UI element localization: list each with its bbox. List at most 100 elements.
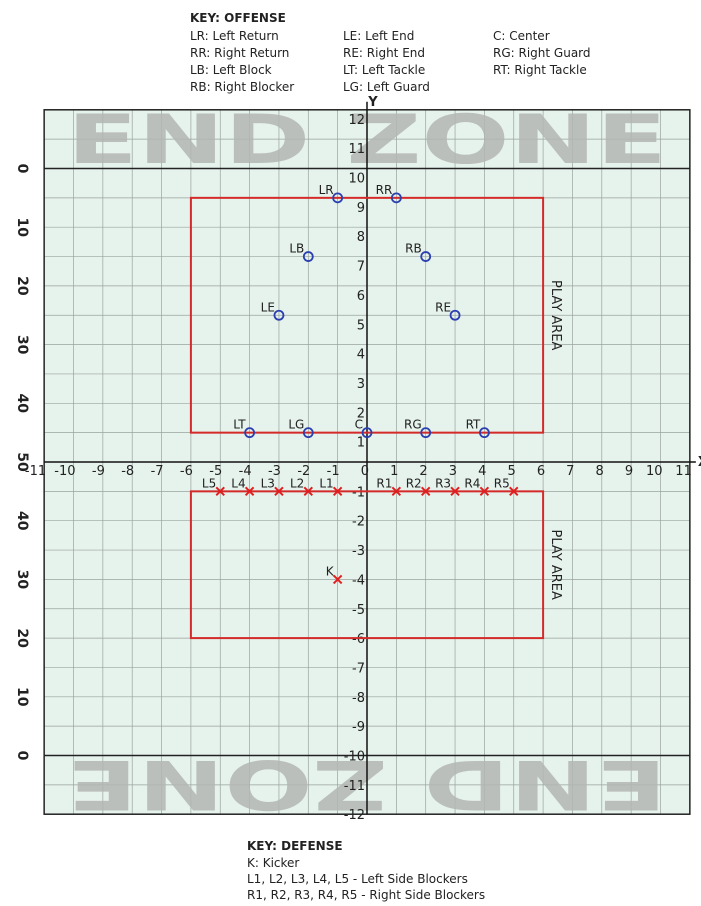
y-tick-label: -7	[352, 661, 365, 676]
offense-player	[244, 427, 256, 439]
defense-key-item: L1, L2, L3, L4, L5 - Left Side Blockers	[247, 872, 468, 886]
x-tick-label: 6	[537, 464, 545, 479]
offense-key-item: LE: Left End	[343, 29, 414, 43]
x-tick-label: 2	[419, 464, 427, 479]
offense-key-item: RE: Right End	[343, 46, 425, 60]
x-axis-label: X	[698, 455, 701, 470]
y-tick-label: 5	[357, 318, 365, 333]
x-tick-label: 5	[507, 464, 515, 479]
x-tick-label: 11	[675, 464, 692, 479]
offense-player	[449, 309, 461, 321]
x-tick-label: -2	[297, 464, 310, 479]
y-tick-label: -11	[344, 779, 365, 794]
y-tick-label: -3	[352, 544, 365, 559]
x-tick-label: -7	[151, 464, 164, 479]
offense-player-label: LB	[289, 242, 304, 256]
y-tick-label: 2	[357, 406, 365, 421]
yard-label: 30	[14, 335, 30, 355]
offense-key-item: LG: Left Guard	[343, 80, 430, 94]
defense-player	[274, 486, 284, 497]
defense-player-label: L3	[261, 476, 275, 490]
defense-player-label: L4	[231, 476, 245, 490]
y-tick-label: -10	[344, 750, 365, 765]
defense-player-label: L5	[202, 476, 216, 490]
y-tick-label: 1	[357, 436, 365, 451]
x-tick-label: 0	[361, 464, 369, 479]
x-tick-label: -10	[54, 464, 75, 479]
y-tick-label: 12	[348, 113, 365, 128]
offense-player-label: RE	[435, 300, 451, 314]
offense-player	[273, 309, 285, 321]
yard-label: 0	[14, 751, 30, 761]
offense-player-label: RB	[405, 242, 422, 256]
defense-key-item: K: Kicker	[247, 856, 299, 870]
x-tick-label: -9	[92, 464, 105, 479]
x-tick-label: -6	[180, 464, 193, 479]
yard-label: 0	[14, 164, 30, 174]
defense-player	[332, 574, 343, 585]
y-tick-label: -4	[352, 573, 365, 588]
offense-player-label: LE	[261, 300, 275, 314]
y-tick-label: -5	[352, 603, 365, 618]
play-area	[189, 490, 545, 640]
offense-player-label: LG	[288, 418, 304, 432]
defense-player	[391, 486, 402, 497]
offense-key-title: KEY: OFFENSE	[190, 11, 286, 25]
offense-player-label: RT	[466, 418, 481, 432]
offense-player	[390, 192, 402, 204]
x-tick-label: -4	[239, 464, 252, 479]
yard-label: 30	[14, 570, 30, 590]
y-tick-label: -8	[352, 691, 365, 706]
defense-player-label: L1	[319, 476, 333, 490]
y-tick-label: 10	[348, 172, 365, 187]
play-area-label: PLAY AREA	[548, 280, 563, 350]
offense-player-label: C	[355, 418, 363, 432]
y-tick-label: -12	[344, 808, 365, 823]
offense-player	[302, 251, 314, 262]
x-tick-label: 7	[566, 464, 574, 479]
x-tick-label: -8	[121, 464, 134, 479]
defense-player-label: R1	[376, 476, 392, 490]
x-tick-label: 10	[646, 464, 663, 479]
x-tick-label: -1	[327, 464, 340, 479]
y-tick-label: -9	[352, 720, 365, 735]
offense-player-label: RR	[376, 183, 393, 197]
yard-label: 20	[14, 628, 30, 648]
offense-player	[478, 427, 490, 439]
yard-label: 40	[14, 394, 30, 414]
x-tick-label: 9	[625, 464, 633, 479]
offense-player	[302, 427, 314, 439]
offense-player-label: LT	[233, 418, 246, 432]
y-tick-label: -6	[352, 632, 365, 647]
x-tick-label: 4	[478, 464, 486, 479]
yard-label: 20	[14, 276, 30, 296]
y-tick-label: 3	[357, 377, 365, 392]
defense-player	[215, 486, 225, 497]
x-tick-label: -5	[209, 464, 222, 479]
offense-key-item: RG: Right Guard	[493, 46, 591, 60]
offense-player	[361, 427, 373, 439]
yard-label: 10	[14, 217, 30, 237]
offense-player-label: RG	[404, 418, 422, 432]
defense-player	[332, 486, 343, 497]
offense-player	[332, 192, 344, 204]
defense-player-label: K	[326, 564, 335, 578]
offense-player-label: LR	[319, 183, 334, 197]
y-tick-label: -2	[352, 515, 365, 530]
play-area-label: PLAY AREA	[548, 530, 563, 600]
yard-label: 10	[14, 687, 30, 707]
x-tick-label: 8	[596, 464, 604, 479]
defense-player	[420, 486, 431, 497]
y-tick-label: 9	[357, 201, 365, 216]
defense-player	[509, 486, 519, 497]
defense-player-label: R4	[464, 476, 480, 490]
defense-key-title: KEY: DEFENSE	[247, 839, 343, 853]
offense-key-item: RR: Right Return	[190, 46, 289, 60]
y-tick-label: 7	[357, 260, 365, 275]
defense-player-label: R2	[406, 476, 422, 490]
yard-label: 50	[14, 452, 30, 472]
defense-player-label: R3	[435, 476, 451, 490]
defense-key-item: R1, R2, R3, R4, R5 - Right Side Blockers	[247, 888, 485, 902]
x-tick-label: 1	[390, 464, 398, 479]
